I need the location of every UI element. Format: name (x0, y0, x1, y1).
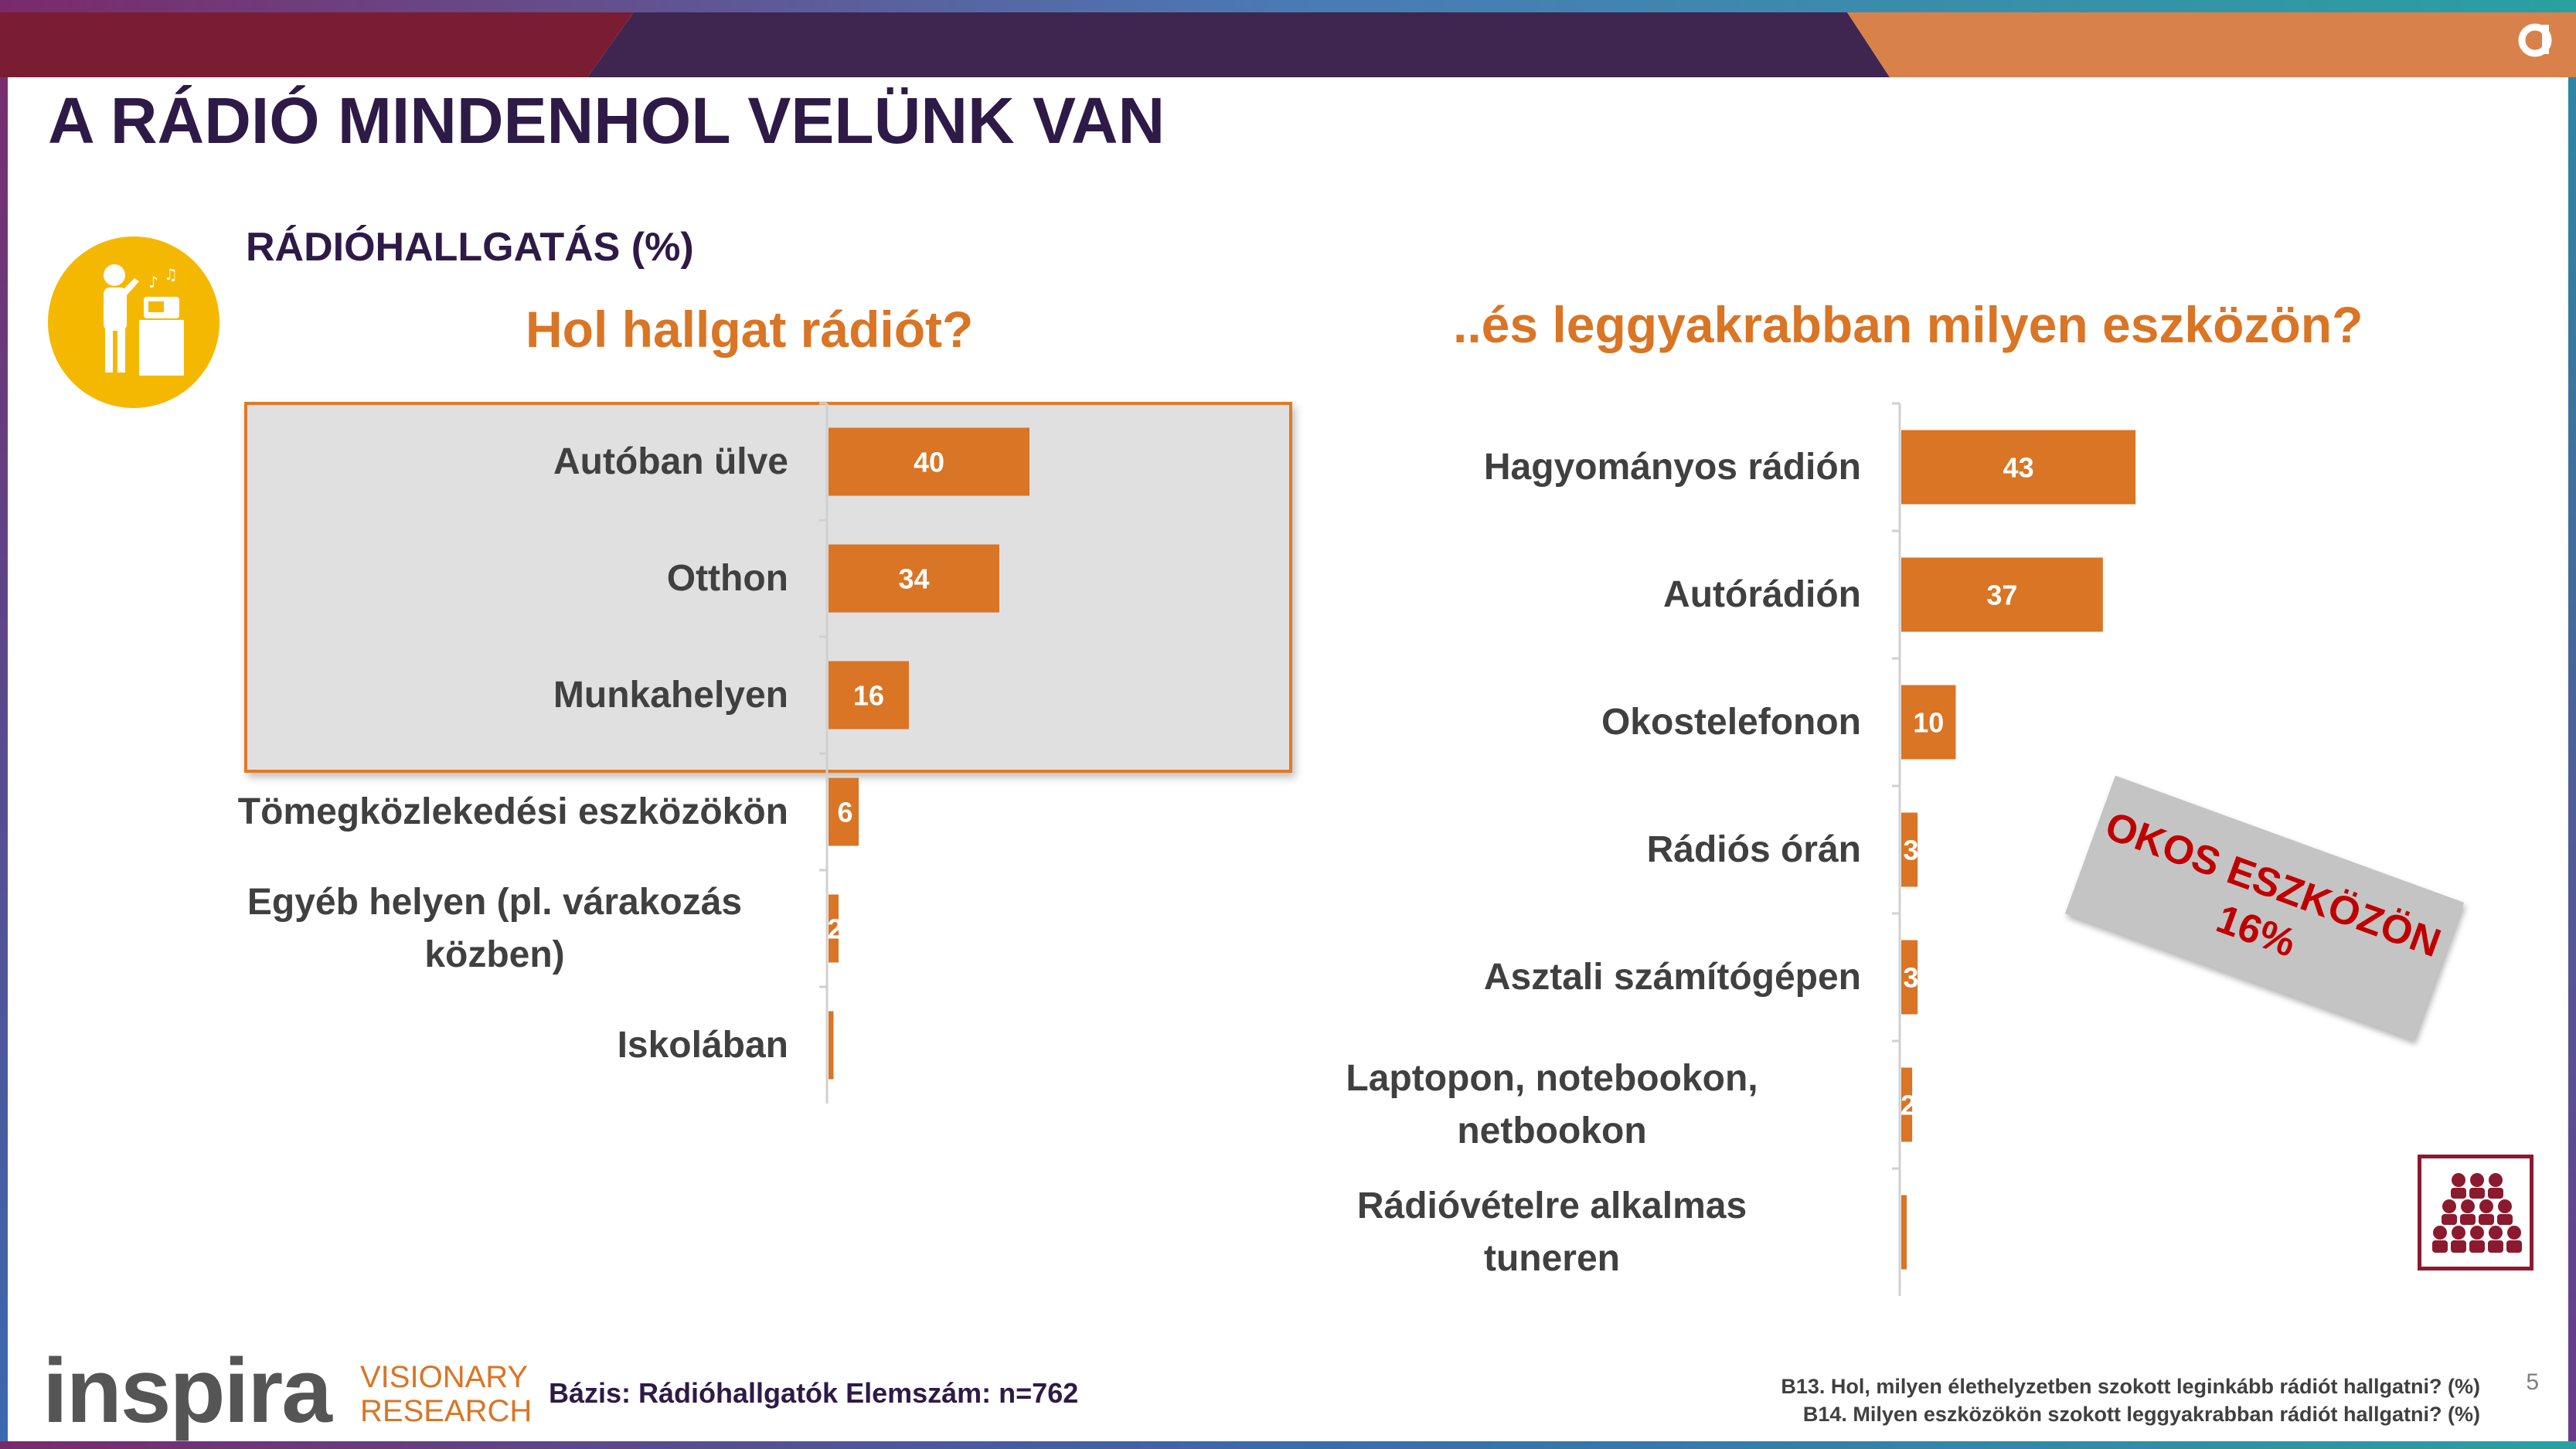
bar-2 (1901, 685, 1956, 760)
category-label-2: Okostelefonon (1601, 701, 1861, 743)
bar-3 (829, 777, 859, 846)
bar-value-label-1: 37 (1986, 580, 2017, 611)
category-label-5: Iskolában (617, 1024, 788, 1066)
frame-right (2568, 0, 2576, 1449)
brand-a-icon (2518, 23, 2552, 57)
top-banner (0, 0, 2576, 77)
audience-icon (2418, 1155, 2533, 1270)
svg-text:♪: ♪ (148, 273, 158, 291)
footer-question-notes: B13. Hol, milyen élethelyzetben szokott … (1781, 1372, 2480, 1428)
frame-left (0, 0, 8, 1449)
category-label-1: Autórádión (1663, 573, 1861, 615)
bar-0 (829, 427, 1029, 496)
bar-0 (1901, 430, 2136, 505)
logo-tagline-2: RESEARCH (360, 1394, 533, 1428)
category-label-2: Munkahelyen (553, 674, 788, 716)
bar-value-label-3: 3 (1904, 835, 1919, 866)
svg-text:♫: ♫ (164, 265, 178, 284)
frame-bottom (0, 1441, 2576, 1449)
category-label-3: Tömegközlekedési eszközökön (237, 791, 788, 832)
bar-5 (829, 1011, 834, 1080)
category-label-1: Otthon (666, 557, 788, 599)
footer-note-b14: B14. Milyen eszközökön szokott leggyakra… (1802, 1403, 2480, 1426)
bar-value-label-2: 16 (853, 680, 884, 712)
category-label-6: Rádióvételre alkalmas tuneren (1356, 1185, 1747, 1279)
right-chart-title: ..és leggyakrabban milyen eszközön? (1453, 296, 2363, 353)
footer-base-note: Bázis: Rádióhallgatók Elemszám: n=762 (549, 1377, 1079, 1409)
bar-5 (1901, 1067, 1913, 1142)
category-label-0: Hagyományos rádión (1483, 446, 1861, 488)
bar-value-label-0: 40 (914, 447, 944, 478)
category-label-0: Autóban ülve (553, 440, 788, 482)
bar-value-label-4: 3 (1904, 962, 1919, 994)
bar-value-label-2: 10 (1913, 707, 1944, 739)
bar-3 (1901, 812, 1918, 887)
category-label-4: Asztali számítógépen (1483, 956, 1861, 998)
logo-tagline-1: VISIONARY (360, 1360, 529, 1394)
bar-value-label-0: 43 (2003, 452, 2034, 484)
bar-value-label-3: 6 (837, 797, 852, 828)
bar-value-label-1: 34 (898, 563, 929, 595)
page-number: 5 (2526, 1369, 2539, 1395)
page-title: A RÁDIÓ MINDENHOL VELÜNK VAN (48, 84, 1165, 157)
bar-4 (1901, 940, 1918, 1015)
bar-4 (829, 894, 839, 963)
radio-listener-icon: ♪ ♫ (48, 236, 219, 408)
category-label-3: Rádiós órán (1646, 828, 1861, 870)
bar-1 (829, 544, 999, 613)
bar-1 (1901, 557, 2103, 632)
left-chart-title: Hol hallgat rádiót? (526, 301, 974, 358)
bar-value-label-4: 2 (827, 913, 842, 945)
highlight-box (244, 402, 1292, 773)
inspira-logo: inspira (43, 1340, 332, 1442)
logo-tagline: VISIONARY RESEARCH (360, 1360, 532, 1428)
footer-note-b13: B13. Hol, milyen élethelyzetben szokott … (1781, 1375, 2480, 1398)
bar-2 (829, 661, 909, 730)
bar-6 (1901, 1195, 1907, 1270)
bar-value-label-5: 2 (1901, 1090, 1916, 1121)
category-label-4: Egyéb helyen (pl. várakozás közben) (247, 881, 743, 975)
category-label-5: Laptopon, notebookon, netbookon (1346, 1057, 1758, 1151)
section-subheading: RÁDIÓHALLGATÁS (%) (246, 225, 694, 270)
